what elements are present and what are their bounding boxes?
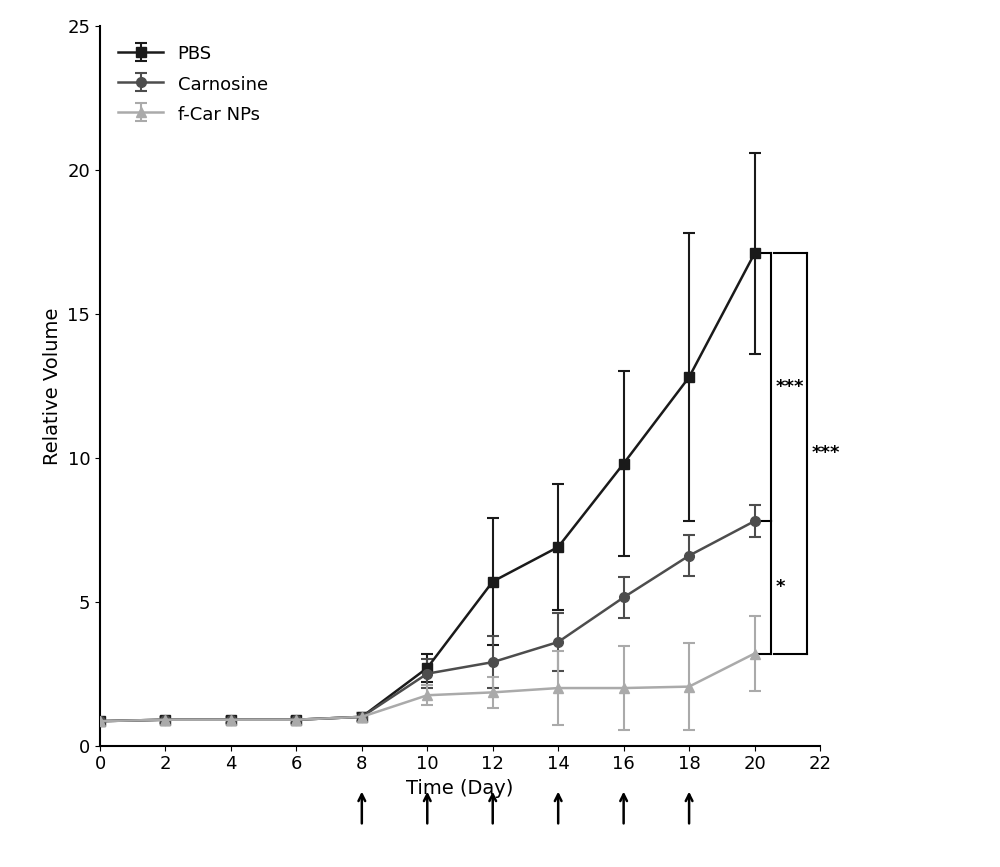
Text: ***: *** bbox=[776, 378, 804, 396]
Y-axis label: Relative Volume: Relative Volume bbox=[43, 307, 62, 465]
X-axis label: Time (Day): Time (Day) bbox=[406, 779, 514, 798]
Legend: PBS, Carnosine, f-Car NPs: PBS, Carnosine, f-Car NPs bbox=[109, 35, 277, 133]
Text: ***: *** bbox=[812, 445, 840, 462]
Text: *: * bbox=[776, 578, 785, 596]
